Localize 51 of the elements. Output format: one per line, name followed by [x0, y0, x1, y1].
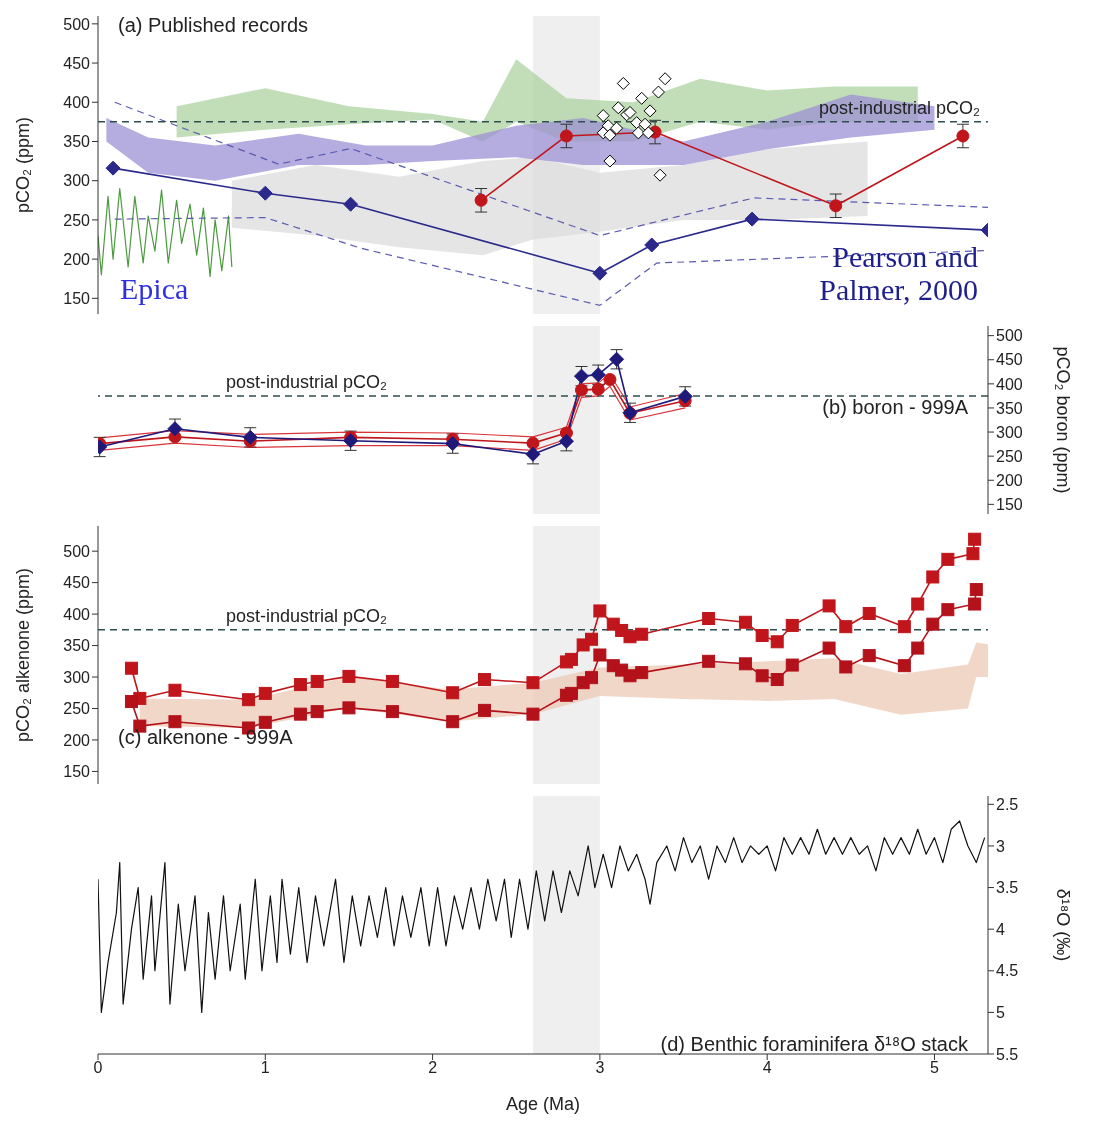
annotation: Epica	[120, 272, 189, 305]
x-tick-label: 3	[595, 1059, 605, 1077]
y-tick-label: 450	[63, 574, 91, 592]
y-tick-label: 350	[996, 399, 1023, 417]
x-tick-label: 0	[93, 1059, 103, 1077]
y-tick-label: 450	[996, 351, 1023, 369]
y-axis-title: pCO₂ alkenone (ppm)	[13, 567, 34, 743]
y-tick-label: 150	[63, 763, 91, 781]
y-tick-label: 4.5	[996, 962, 1019, 980]
x-axis-title: Age (Ma)	[505, 1094, 581, 1114]
x-tick-label: 1	[260, 1059, 270, 1077]
y-tick-label: 250	[63, 211, 91, 229]
y-tick-label: 500	[996, 327, 1023, 345]
ref-line-label: post-industrial pCO₂	[226, 371, 388, 392]
ref-line-label: post-industrial pCO₂	[818, 97, 980, 118]
y-axis-title: pCO₂ boron (ppm)	[1052, 346, 1073, 494]
y-tick-label: 3.5	[996, 879, 1019, 897]
y-tick-label: 4	[996, 920, 1005, 938]
annotation: Pearson and Palmer, 2000	[818, 240, 978, 306]
x-tick-label: 2	[428, 1059, 438, 1077]
y-tick-label: 5.5	[996, 1045, 1019, 1063]
y-tick-label: 200	[63, 731, 91, 749]
y-tick-label: 150	[63, 290, 91, 307]
y-tick-label: 200	[996, 471, 1023, 489]
y-tick-label: 300	[63, 172, 91, 190]
y-tick-label: 300	[996, 423, 1023, 441]
y-tick-label: 250	[63, 700, 91, 718]
y-tick-label: 350	[63, 133, 91, 151]
y-tick-label: 400	[996, 375, 1023, 393]
annotation: (c) alkenone - 999A	[118, 726, 293, 748]
y-axis-title: δ¹⁸O (‰)	[1052, 888, 1073, 962]
y-tick-label: 350	[63, 637, 91, 655]
y-tick-label: 2.5	[996, 796, 1019, 813]
x-tick-label: 4	[762, 1059, 772, 1077]
y-tick-label: 500	[63, 542, 91, 560]
annotation: (d) Benthic foraminifera δ¹⁸O stack	[660, 1033, 968, 1055]
y-tick-label: 300	[63, 668, 91, 686]
annotation: (a) Published records	[118, 14, 309, 36]
y-tick-label: 150	[996, 496, 1023, 514]
y-tick-label: 400	[63, 605, 91, 623]
y-tick-label: 200	[63, 250, 91, 268]
y-tick-label: 250	[996, 447, 1023, 465]
y-tick-label: 400	[63, 93, 91, 111]
y-tick-label: 3	[996, 837, 1005, 855]
y-tick-label: 450	[63, 54, 91, 72]
y-axis-title: pCO₂ (ppm)	[13, 116, 34, 214]
y-tick-label: 500	[63, 15, 91, 33]
x-tick-label: 5	[930, 1059, 940, 1077]
ref-line-label: post-industrial pCO₂	[226, 605, 388, 626]
annotation: (b) boron - 999A	[822, 396, 968, 418]
y-tick-label: 5	[996, 1004, 1005, 1022]
